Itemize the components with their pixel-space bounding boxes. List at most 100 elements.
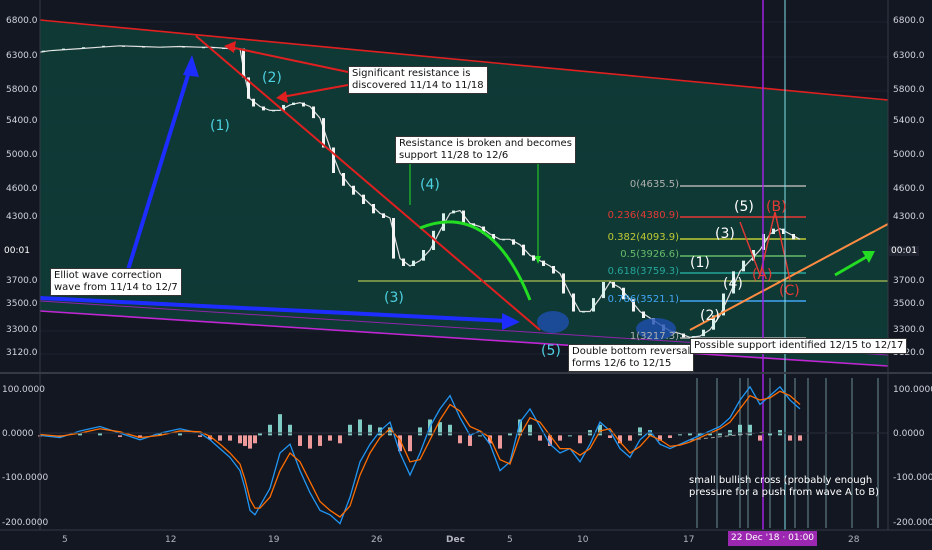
price-axis-label-right: 4300.0	[893, 212, 925, 222]
annotation-line: discovered 11/14 to 11/18	[352, 80, 484, 91]
macd-histogram-bar	[788, 435, 792, 441]
macd-histogram-bar	[78, 432, 82, 436]
annotation-bullish-cross: small bullish cross (probably enough pre…	[689, 475, 879, 499]
wave-label: (1)	[210, 118, 230, 134]
time-axis-label: 5	[62, 535, 68, 545]
price-candle	[252, 98, 255, 107]
price-candle	[582, 311, 585, 313]
price-candle	[592, 298, 595, 312]
price-axis-label-right: 4600.0	[893, 184, 925, 194]
price-candle	[692, 336, 695, 338]
price-candle	[202, 47, 205, 49]
macd-dashed-cross-line	[689, 431, 766, 441]
annotation-double-bottom: Double bottom reversal forms 12/6 to 12/…	[568, 344, 695, 372]
macd-histogram-bar	[198, 435, 202, 437]
price-candle	[512, 239, 515, 245]
price-candle	[572, 293, 575, 312]
wave-label: (4)	[420, 177, 440, 193]
macd-histogram-bar	[538, 435, 542, 441]
macd-axis-label-right: 0.0000	[893, 429, 925, 440]
macd-histogram-bar	[418, 427, 422, 436]
annotation-line: small bullish cross (probably enough	[689, 475, 873, 486]
price-candle	[247, 77, 250, 99]
macd-histogram-bar	[498, 435, 502, 449]
annotation-line: Double bottom reversal	[572, 346, 691, 357]
time-axis-label: 26	[371, 535, 383, 545]
annotation-line: support 11/28 to 12/6	[399, 150, 509, 161]
red-arrow-resistance-2	[276, 84, 349, 103]
price-candle	[722, 293, 725, 316]
macd-histogram-bar	[598, 424, 602, 436]
downtrend-line	[195, 35, 541, 331]
price-candle	[212, 47, 215, 49]
macd-histogram-bar	[708, 432, 712, 436]
macd-histogram-bar	[368, 424, 372, 436]
macd-histogram-bar	[243, 435, 247, 446]
price-axis-label-left: 3120.0	[6, 348, 38, 358]
blue-arrow-right	[39, 296, 520, 330]
price-candle	[642, 311, 645, 318]
price-candle	[732, 271, 735, 294]
macd-histogram-bar	[208, 435, 212, 440]
price-candle	[492, 234, 495, 240]
macd-histogram-bar	[738, 424, 742, 436]
price-axis-label-right: 6300.0	[893, 51, 925, 61]
fib-level-label: 0.786(3521.1)	[607, 294, 679, 305]
macd-histogram-bar	[578, 435, 582, 444]
macd-histogram-bar	[678, 434, 682, 436]
price-axis-label-right: 5000.0	[893, 150, 925, 160]
annotation-line: Possible support identified 12/15 to 12/…	[694, 340, 904, 351]
macd-axis-label-right: 100.0000	[893, 385, 932, 396]
price-candle	[532, 255, 535, 261]
macd-histogram-bar	[768, 432, 772, 436]
macd-histogram-bar	[288, 424, 292, 436]
macd-histogram-bar	[478, 435, 482, 437]
wave-label: (3)	[715, 226, 735, 242]
macd-histogram-bar	[668, 435, 672, 438]
price-candle	[792, 234, 795, 240]
macd-histogram-bar	[278, 414, 282, 436]
macd-histogram-bar	[638, 427, 642, 436]
price-candle	[332, 147, 335, 173]
price-axis-label-right: 6800.0	[893, 16, 925, 26]
price-candle	[402, 258, 405, 266]
annotation-line: Resistance is broken and becomes	[399, 138, 572, 149]
price-axis-label-right: 3500.0	[893, 299, 925, 309]
price-candle	[342, 173, 345, 186]
current-price-badge-left: 00:01	[4, 246, 30, 256]
price-axis-label-left: 5000.0	[6, 150, 38, 160]
double-bottom-ellipse-2	[636, 318, 676, 340]
current-price-badge: 00:01	[889, 246, 919, 256]
price-candle	[702, 329, 705, 337]
annotation-line: pressure for a push from wave A to B)	[689, 487, 880, 498]
price-candle	[182, 46, 185, 48]
price-candle	[752, 250, 755, 261]
price-candle	[772, 228, 775, 234]
macd-histogram-bar	[468, 435, 472, 446]
macd-histogram-bar	[248, 435, 252, 449]
price-axis-label-right: 5400.0	[893, 116, 925, 126]
macd-histogram-bar	[228, 435, 232, 441]
time-axis-label: 10	[577, 535, 589, 545]
price-axis-label-left: 3300.0	[6, 325, 38, 335]
macd-histogram-bar	[568, 435, 572, 437]
price-axis-label-left: 6300.0	[6, 51, 38, 61]
macd-histogram-bar	[318, 435, 322, 446]
macd-histogram-bar	[258, 432, 262, 436]
price-axis-label-left: 5800.0	[6, 85, 38, 95]
wave-label: (3)	[384, 290, 404, 306]
macd-axis-label-right: -200.0000	[893, 517, 932, 528]
price-axis-label-left: 6800.0	[6, 16, 38, 26]
macd-histogram-bar	[688, 432, 692, 436]
channel-upper-line	[39, 19, 889, 101]
price-candle	[562, 273, 565, 294]
price-candle	[542, 260, 545, 266]
macd-histogram-bar	[388, 427, 392, 436]
price-candle	[432, 230, 435, 250]
macd-histogram-bar	[518, 419, 522, 436]
price-candle	[522, 244, 525, 256]
price-candle	[782, 228, 785, 234]
macd-histogram-bar	[558, 435, 562, 441]
macd-axis-label-left: 100.0000	[2, 385, 45, 396]
abc-zigzag	[739, 211, 791, 281]
